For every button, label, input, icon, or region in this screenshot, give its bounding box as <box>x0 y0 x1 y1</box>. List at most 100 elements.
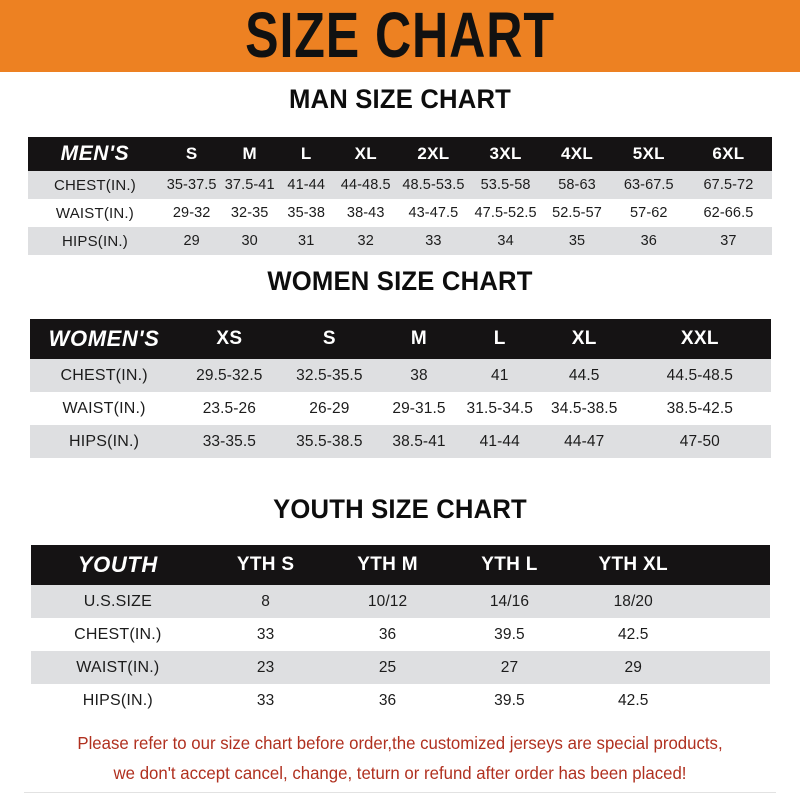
row-label: WAIST(IN.) <box>62 399 146 417</box>
table-cell: 33 <box>256 625 275 643</box>
row-label: HIPS(IN.) <box>61 232 128 250</box>
table-cell: 29-31.5 <box>392 399 446 417</box>
table-cell: 36 <box>640 233 657 249</box>
table-cell: 42.5 <box>617 691 649 709</box>
row-label: HIPS(IN.) <box>82 691 153 709</box>
youth-size-table: YOUTH YTH S YTH M YTH L YTH XL U.S.SIZE 8 10/12… <box>31 545 770 717</box>
table-cell-spacer <box>696 684 770 717</box>
column-header: XL <box>571 328 597 349</box>
table-cell: 26-29 <box>309 399 350 417</box>
table-cell: 53.5-58 <box>480 177 531 193</box>
table-row: HIPS(IN.) 33-35.5 35.5-38.5 38.5-41 41-44 44-… <box>30 425 771 458</box>
table-cell: 36 <box>378 691 397 709</box>
table-cell: 29.5-32.5 <box>196 366 263 384</box>
column-header: L <box>300 144 312 163</box>
table-cell: 43-47.5 <box>408 205 459 221</box>
table-cell: 34.5-38.5 <box>551 399 618 417</box>
column-header: YTH XL <box>598 554 668 575</box>
table-cell-spacer <box>696 618 770 651</box>
footer-divider <box>24 792 776 793</box>
table-cell: 62-66.5 <box>703 205 754 221</box>
column-header: 4XL <box>560 144 594 163</box>
table-cell: 38.5-41 <box>392 432 446 450</box>
table-cell: 41-44 <box>287 177 326 193</box>
table-corner-label: WOMEN'S <box>48 326 160 351</box>
table-cell-spacer <box>696 651 770 684</box>
table-cell: 39.5 <box>494 625 525 643</box>
table-cell: 37 <box>720 233 737 249</box>
table-row: CHEST(IN.) 33 36 39.5 42.5 <box>31 618 770 651</box>
page-banner: SIZE CHART <box>0 0 800 72</box>
table-cell: 38.5-42.5 <box>666 399 734 417</box>
row-label: WAIST(IN.) <box>55 204 134 222</box>
table-row: HIPS(IN.) 29 30 31 32 33 34 35 36 37 <box>28 227 772 255</box>
column-header: XL <box>354 144 377 163</box>
table-cell: 34 <box>497 233 514 249</box>
table-row: U.S.SIZE 8 10/12 14/16 18/20 <box>31 585 770 618</box>
table-cell: 47.5-52.5 <box>474 205 537 221</box>
table-cell: 41-44 <box>479 432 520 450</box>
table-cell: 63-67.5 <box>623 177 674 193</box>
table-cell: 47-50 <box>679 432 720 450</box>
table-cell: 44-48.5 <box>340 177 391 193</box>
table-cell: 44-47 <box>564 432 605 450</box>
table-cell: 38-43 <box>346 205 385 221</box>
table-cell: 44.5 <box>568 366 600 384</box>
table-cell: 14/16 <box>489 592 530 610</box>
table-cell: 57-62 <box>630 205 668 221</box>
column-header: M <box>242 144 257 163</box>
column-header: 5XL <box>632 144 665 163</box>
row-label: CHEST(IN.) <box>60 366 148 384</box>
table-cell: 23.5-26 <box>202 399 256 417</box>
men-table-body: MEN'S S M L XL 2XL 3XL 4XL 5XL 6XL CHEST(IN.) 35-37… <box>28 137 772 255</box>
column-header: YTH M <box>357 554 418 575</box>
column-header: YTH L <box>481 554 538 575</box>
table-cell: 18/20 <box>613 592 653 610</box>
column-header: YTH S <box>236 554 295 575</box>
table-cell: 52.5-57 <box>552 205 602 221</box>
column-header: XS <box>216 328 243 349</box>
table-header-row: WOMEN'S XS S M L XL XXL <box>30 319 771 359</box>
table-cell: 31 <box>298 233 315 249</box>
table-cell: 29 <box>183 233 200 249</box>
table-cell: 32 <box>357 233 374 249</box>
column-header: S <box>322 328 336 349</box>
table-corner-label: MEN'S <box>60 142 130 165</box>
table-cell: 41 <box>491 366 509 384</box>
table-cell: 31.5-34.5 <box>466 399 533 417</box>
order-notice-line-2: we don't accept cancel, change, teturn o… <box>113 763 687 783</box>
column-header: 3XL <box>489 144 522 163</box>
table-cell: 37.5-41 <box>224 177 275 193</box>
women-size-table: WOMEN'S XS S M L XL XXL CHEST(IN.) 29.5-32.5 32.5… <box>30 319 771 458</box>
women-table-body: WOMEN'S XS S M L XL XXL CHEST(IN.) 29.5-32.5 32.5… <box>30 319 771 458</box>
table-header-row: YOUTH YTH S YTH M YTH L YTH XL <box>31 545 770 585</box>
table-cell: 35-38 <box>287 205 326 221</box>
column-header: 6XL <box>712 144 745 163</box>
row-label: WAIST(IN.) <box>76 658 160 676</box>
table-cell: 8 <box>261 592 270 610</box>
table-corner-label: YOUTH <box>77 552 158 577</box>
table-row: HIPS(IN.) 33 36 39.5 42.5 <box>31 684 770 717</box>
table-cell: 36 <box>378 625 397 643</box>
table-cell: 39.5 <box>494 691 525 709</box>
table-cell: 35.5-38.5 <box>296 432 363 450</box>
order-notice-line-1: Please refer to our size chart before or… <box>77 733 723 753</box>
row-label: CHEST(IN.) <box>53 176 136 194</box>
column-header: 2XL <box>417 144 450 163</box>
table-cell: 67.5-72 <box>703 177 754 193</box>
table-cell: 32.5-35.5 <box>296 366 363 384</box>
table-cell: 23 <box>256 658 275 676</box>
column-header: M <box>410 328 428 349</box>
men-size-table: MEN'S S M L XL 2XL 3XL 4XL 5XL 6XL CHEST(IN.) 35-37… <box>28 137 772 255</box>
table-cell: 48.5-53.5 <box>402 177 465 193</box>
women-section-title: WOMEN SIZE CHART <box>267 266 533 296</box>
column-header-spacer <box>696 545 770 585</box>
table-header-row: MEN'S S M L XL 2XL 3XL 4XL 5XL 6XL <box>28 137 772 171</box>
table-row: WAIST(IN.) 23.5-26 26-29 29-31.5 31.5-34.5 34… <box>30 392 771 425</box>
table-cell: 29-32 <box>172 205 211 221</box>
table-cell: 32-35 <box>230 205 269 221</box>
table-cell: 33-35.5 <box>202 432 256 450</box>
row-label: HIPS(IN.) <box>68 432 140 450</box>
table-row: WAIST(IN.) 23 25 27 29 <box>31 651 770 684</box>
